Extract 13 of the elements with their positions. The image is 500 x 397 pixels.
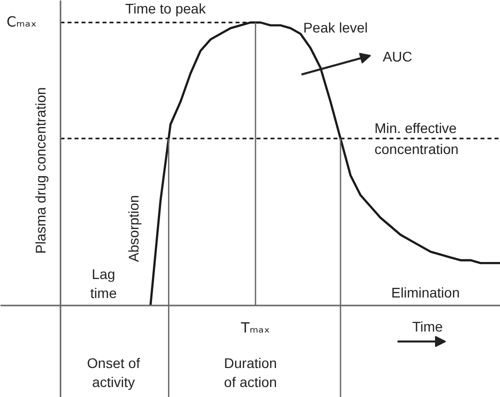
text: Time to peak <box>125 0 207 16</box>
ref-line-label: Cₘₐₓ <box>6 14 37 30</box>
text: Onset of activity <box>87 354 140 390</box>
ref-line-label: Min. effective concentration <box>374 120 459 157</box>
annotation: AUC <box>382 48 412 64</box>
x-axis-title: Time <box>412 318 444 334</box>
text: Tₘₐₓ <box>240 320 270 336</box>
annotation: Peak level <box>303 20 368 36</box>
text: Duration of action <box>224 354 277 390</box>
annotation: Elimination <box>391 284 460 300</box>
annotation: Absorption <box>126 195 142 262</box>
y-axis-title: Plasma drug concentration <box>32 87 48 254</box>
annotation: Lag time <box>90 266 117 302</box>
